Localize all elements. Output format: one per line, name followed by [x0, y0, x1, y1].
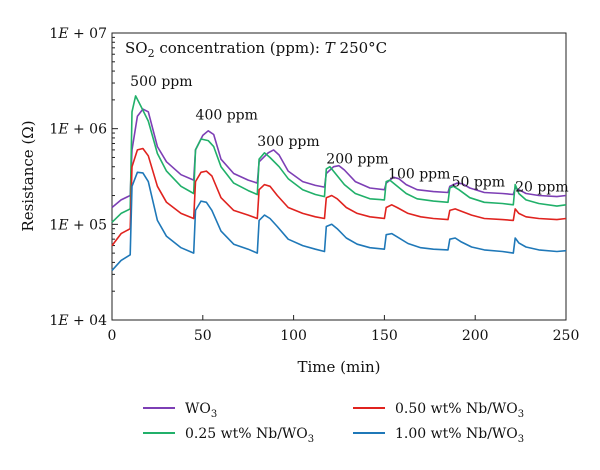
legend: WO3 0.25 wt% Nb/WO3 0.50 wt% Nb/WO3 1.00 wt… [143, 401, 524, 445]
concentration-label: 200 ppm [326, 152, 388, 168]
plot-frame [111, 32, 567, 321]
x-axis-ticks: 0 50 100 150 200 250 [108, 315, 580, 344]
series-line-3 [111, 147, 567, 247]
x-tick-label: 200 [462, 328, 489, 344]
y-tick-label: 1E + 04 [49, 313, 107, 329]
concentration-label: 500 ppm [130, 74, 192, 90]
concentration-label: 100 ppm [388, 167, 450, 183]
x-tick-label: 250 [553, 328, 580, 344]
y-tick-label: 1E + 06 [49, 122, 107, 138]
x-tick-label: 50 [194, 328, 212, 344]
concentration-label: 400 ppm [196, 107, 258, 123]
y-tick-label: 1E + 05 [49, 217, 107, 233]
concentration-label: 300 ppm [257, 134, 319, 150]
concentration-label: 50 ppm [452, 174, 505, 190]
y-tick-label: 1E + 07 [49, 26, 107, 42]
legend-label: 0.50 wt% Nb/WO3 [395, 401, 524, 420]
x-tick-label: 0 [108, 328, 117, 344]
series-line-4 [111, 171, 567, 271]
x-axis-label: Time (min) [297, 358, 380, 376]
y-axis-label: Resistance (Ω) [19, 120, 37, 231]
chart-title: SO2 concentration (ppm): T 250°C [125, 39, 387, 60]
legend-label: WO3 [185, 401, 217, 420]
concentration-label: 20 ppm [515, 180, 568, 196]
legend-label: 1.00 wt% Nb/WO3 [395, 426, 524, 445]
legend-label: 0.25 wt% Nb/WO3 [185, 426, 314, 445]
y-axis-ticks: 1E + 04 1E + 05 1E + 06 1E + 07 [49, 26, 118, 329]
series-line-2 [111, 95, 567, 223]
x-tick-label: 150 [371, 328, 398, 344]
x-tick-label: 100 [280, 328, 307, 344]
series-layer [111, 95, 567, 271]
